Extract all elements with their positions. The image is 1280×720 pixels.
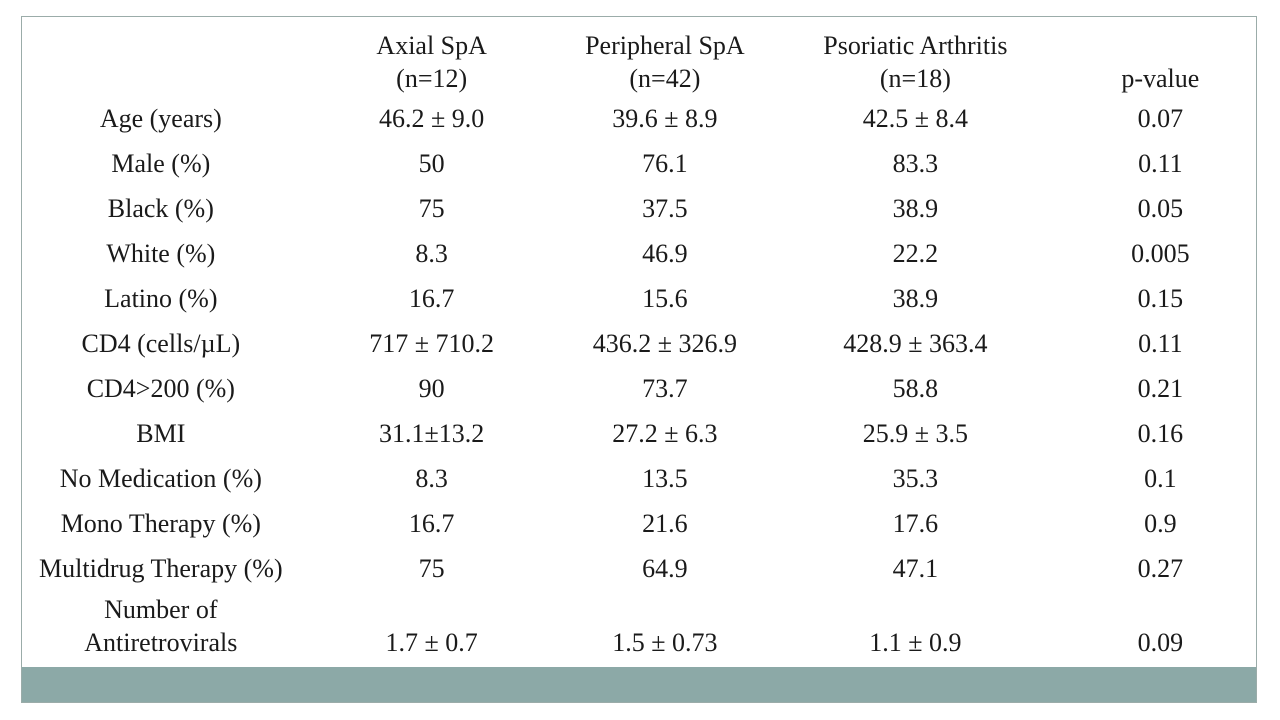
row-label: CD4>200 (%): [86, 374, 235, 404]
value-cell: 38.9: [892, 194, 939, 224]
pvalue-cell: 0.11: [1138, 329, 1183, 359]
value-cell: 16.7: [408, 284, 455, 314]
row-label: Mono Therapy (%): [60, 509, 261, 539]
value-cell: 47.1: [892, 554, 939, 584]
value-cell: 13.5: [642, 464, 688, 494]
value-cell: 58.8: [892, 374, 939, 404]
value-cell: 25.9 ± 3.5: [862, 419, 969, 449]
value-cell: 31.1±13.2: [379, 419, 485, 449]
value-cell: 83.3: [892, 149, 939, 179]
row-label: Age (years): [99, 104, 222, 134]
value-cell: 15.6: [642, 284, 688, 314]
table-row-bmi: BMI 31.1±13.2 27.2 ± 6.3 25.9 ± 3.5 0.16: [22, 412, 1256, 457]
column-title: Peripheral SpA: [585, 31, 745, 60]
value-cell: 75: [418, 194, 445, 224]
pvalue-cell: 0.1: [1144, 464, 1177, 494]
value-cell: 73.7: [642, 374, 688, 404]
row-label: White (%): [106, 239, 216, 269]
row-label-text: Number of Antiretrovirals: [84, 595, 238, 657]
column-header-axial-spa: Axial SpA (n=12): [300, 17, 564, 97]
table-row-cd4: CD4 (cells/µL) 717 ± 710.2 436.2 ± 326.9…: [22, 322, 1256, 367]
column-n: (n=18): [879, 63, 951, 93]
value-cell: 8.3: [415, 239, 448, 269]
table-row-white: White (%) 8.3 46.9 22.2 0.005: [22, 232, 1256, 277]
value-cell: 1.1 ± 0.9: [869, 627, 962, 657]
table-row-male: Male (%) 50 76.1 83.3 0.11: [22, 142, 1256, 187]
row-label: CD4 (cells/µL): [81, 329, 241, 359]
value-cell: 27.2 ± 6.3: [612, 419, 718, 449]
value-cell: 21.6: [642, 509, 688, 539]
value-cell: 16.7: [408, 509, 455, 539]
corner-cell: [22, 17, 300, 97]
value-cell: 436.2 ± 326.9: [592, 329, 738, 359]
value-cell: 22.2: [892, 239, 939, 269]
row-label: Male (%): [111, 149, 211, 179]
characteristics-table: Axial SpA (n=12) Peripheral SpA (n=42) P…: [22, 17, 1256, 664]
value-cell: 46.9: [642, 239, 688, 269]
table-row-no-medication: No Medication (%) 8.3 13.5 35.3 0.1: [22, 457, 1256, 502]
value-cell: 38.9: [892, 284, 939, 314]
value-cell: 17.6: [892, 509, 939, 539]
table-row-cd4-over-200: CD4>200 (%) 90 73.7 58.8 0.21: [22, 367, 1256, 412]
pvalue-cell: 0.27: [1137, 554, 1184, 584]
column-header-peripheral-spa: Peripheral SpA (n=42): [564, 17, 766, 97]
value-cell: 46.2 ± 9.0: [379, 104, 485, 134]
value-cell: 75: [418, 554, 445, 584]
table-row-age: Age (years) 46.2 ± 9.0 39.6 ± 8.9 42.5 ±…: [22, 97, 1256, 142]
value-cell: 37.5: [642, 194, 688, 224]
value-cell: 428.9 ± 363.4: [843, 329, 988, 359]
value-cell: 64.9: [642, 554, 688, 584]
pvalue-cell: 0.16: [1137, 419, 1184, 449]
column-title: Axial SpA: [376, 31, 487, 60]
pvalue-cell: 0.005: [1131, 239, 1190, 269]
value-cell: 50: [418, 149, 445, 179]
pvalue-cell: 0.15: [1137, 284, 1184, 314]
row-label: No Medication (%): [59, 464, 262, 494]
row-label: Multidrug Therapy (%): [39, 554, 283, 584]
value-cell: 42.5 ± 8.4: [862, 104, 969, 134]
value-cell: 76.1: [642, 149, 688, 179]
value-cell: 1.7 ± 0.7: [385, 627, 478, 657]
table-header-row: Axial SpA (n=12) Peripheral SpA (n=42) P…: [22, 17, 1256, 97]
pvalue-cell: 0.21: [1137, 374, 1184, 404]
table-row-black: Black (%) 75 37.5 38.9 0.05: [22, 187, 1256, 232]
column-header-psoriatic-arthritis: Psoriatic Arthritis (n=18): [766, 17, 1065, 97]
value-cell: 8.3: [415, 464, 448, 494]
pvalue-cell: 0.09: [1137, 627, 1184, 657]
value-cell: 39.6 ± 8.9: [612, 104, 718, 134]
column-title: Psoriatic Arthritis: [823, 31, 1008, 60]
column-header-pvalue: p-value: [1121, 63, 1200, 93]
column-n: (n=12): [396, 63, 468, 93]
row-label: Latino (%): [104, 284, 218, 314]
table-row-latino: Latino (%) 16.7 15.6 38.9 0.15: [22, 277, 1256, 322]
row-label: BMI: [136, 419, 186, 449]
pvalue-cell: 0.07: [1137, 104, 1184, 134]
footer-accent-band: [22, 667, 1256, 702]
table-row-multidrug-therapy: Multidrug Therapy (%) 75 64.9 47.1 0.27: [22, 547, 1256, 592]
value-cell: 1.5 ± 0.73: [612, 627, 718, 657]
row-label: Number of Antiretrovirals: [22, 592, 300, 664]
value-cell: 35.3: [892, 464, 939, 494]
value-cell: 90: [418, 374, 445, 404]
column-n: (n=42): [629, 63, 701, 93]
value-cell: 717 ± 710.2: [369, 329, 495, 359]
pvalue-cell: 0.11: [1138, 149, 1183, 179]
slide: Axial SpA (n=12) Peripheral SpA (n=42) P…: [21, 16, 1257, 703]
table-row-mono-therapy: Mono Therapy (%) 16.7 21.6 17.6 0.9: [22, 502, 1256, 547]
row-label: Black (%): [107, 194, 214, 224]
table-row-antiretrovirals: Number of Antiretrovirals 1.7 ± 0.7 1.5 …: [22, 592, 1256, 664]
pvalue-cell: 0.9: [1144, 509, 1177, 539]
pvalue-cell: 0.05: [1137, 194, 1184, 224]
